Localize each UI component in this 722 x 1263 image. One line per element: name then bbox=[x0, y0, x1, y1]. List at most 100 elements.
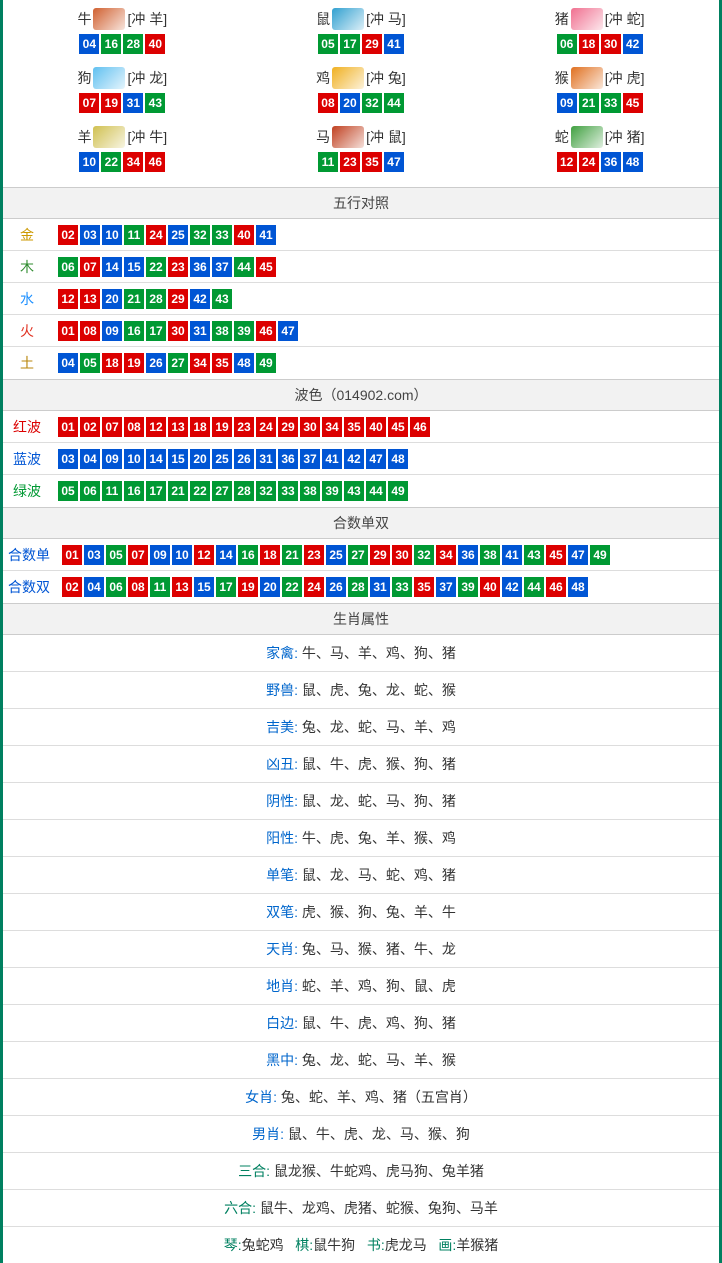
number-badge: 36 bbox=[458, 545, 478, 565]
number-badge: 18 bbox=[579, 34, 599, 54]
attribute-label: 阴性: bbox=[266, 793, 302, 809]
number-badge: 02 bbox=[62, 577, 82, 597]
number-badge: 24 bbox=[304, 577, 324, 597]
number-badge: 22 bbox=[190, 481, 210, 501]
number-badge: 45 bbox=[623, 93, 643, 113]
zodiac-clash: [冲 羊] bbox=[127, 9, 167, 29]
zodiac-grid: 牛 [冲 羊] 04162840 鼠 [冲 马] 05172941 猪 [冲 蛇… bbox=[3, 0, 719, 187]
attribute-row: 吉美: 兔、龙、蛇、马、羊、鸡 bbox=[3, 709, 719, 746]
attribute-row: 女肖: 兔、蛇、羊、鸡、猪（五宫肖） bbox=[3, 1079, 719, 1116]
sums-table: 合数单 010305070910121416182123252729303234… bbox=[3, 539, 719, 603]
zodiac-numbers: 11233547 bbox=[242, 151, 481, 173]
data-row: 合数双 020406081113151719202224262831333537… bbox=[3, 571, 719, 603]
number-badge: 48 bbox=[568, 577, 588, 597]
number-badge: 36 bbox=[601, 152, 621, 172]
number-badge: 07 bbox=[128, 545, 148, 565]
number-badge: 04 bbox=[58, 353, 78, 373]
five-elements-table: 金 02031011242532334041 木 060714152223363… bbox=[3, 219, 719, 379]
zodiac-numbers: 06183042 bbox=[480, 33, 719, 55]
attribute-value: 蛇、羊、鸡、狗、鼠、虎 bbox=[302, 978, 456, 994]
row-label: 绿波 bbox=[3, 481, 51, 501]
number-badge: 04 bbox=[80, 449, 100, 469]
number-badge: 45 bbox=[388, 417, 408, 437]
attribute-label: 双笔: bbox=[266, 904, 302, 920]
attribute-row: 地肖: 蛇、羊、鸡、狗、鼠、虎 bbox=[3, 968, 719, 1005]
attribute-row: 阴性: 鼠、龙、蛇、马、狗、猪 bbox=[3, 783, 719, 820]
zodiac-name: 牛 bbox=[77, 9, 91, 29]
number-badge: 36 bbox=[190, 257, 210, 277]
number-badge: 40 bbox=[234, 225, 254, 245]
number-badge: 04 bbox=[84, 577, 104, 597]
number-badge: 11 bbox=[150, 577, 170, 597]
attribute-value: 牛、虎、兔、羊、猴、鸡 bbox=[302, 830, 456, 846]
zodiac-icon bbox=[571, 8, 603, 30]
number-badge: 21 bbox=[579, 93, 599, 113]
zodiac-name: 羊 bbox=[77, 127, 91, 147]
number-badge: 16 bbox=[124, 321, 144, 341]
number-badge: 28 bbox=[146, 289, 166, 309]
row-label: 土 bbox=[3, 353, 51, 373]
number-badge: 43 bbox=[344, 481, 364, 501]
number-badge: 38 bbox=[212, 321, 232, 341]
zodiac-name: 猪 bbox=[555, 9, 569, 29]
number-badge: 05 bbox=[318, 34, 338, 54]
zodiac-numbers: 04162840 bbox=[3, 33, 242, 55]
number-badge: 06 bbox=[58, 257, 78, 277]
number-badge: 34 bbox=[190, 353, 210, 373]
number-badge: 44 bbox=[234, 257, 254, 277]
row-numbers: 02031011242532334041 bbox=[51, 224, 719, 246]
data-row: 水 1213202128294243 bbox=[3, 283, 719, 315]
attribute-row: 凶丑: 鼠、牛、虎、猴、狗、猪 bbox=[3, 746, 719, 783]
number-badge: 25 bbox=[212, 449, 232, 469]
number-badge: 30 bbox=[168, 321, 188, 341]
number-badge: 44 bbox=[524, 577, 544, 597]
row-numbers: 05061116172122272832333839434449 bbox=[51, 480, 719, 502]
number-badge: 17 bbox=[146, 321, 166, 341]
attribute-value: 兔、蛇、羊、鸡、猪（五宫肖） bbox=[281, 1089, 477, 1105]
number-badge: 05 bbox=[80, 353, 100, 373]
number-badge: 17 bbox=[340, 34, 360, 54]
attribute-value: 兔、龙、蛇、马、羊、猴 bbox=[302, 1052, 456, 1068]
number-badge: 14 bbox=[146, 449, 166, 469]
zodiac-numbers: 09213345 bbox=[480, 92, 719, 114]
attribute-label: 野兽: bbox=[266, 682, 302, 698]
number-badge: 19 bbox=[124, 353, 144, 373]
number-badge: 48 bbox=[623, 152, 643, 172]
number-badge: 32 bbox=[256, 481, 276, 501]
attribute-label: 白边: bbox=[266, 1015, 302, 1031]
number-badge: 10 bbox=[172, 545, 192, 565]
row-label: 蓝波 bbox=[3, 449, 51, 469]
footer-value: 虎龙马 bbox=[385, 1237, 427, 1253]
number-badge: 27 bbox=[212, 481, 232, 501]
number-badge: 02 bbox=[58, 225, 78, 245]
zodiac-numbers: 05172941 bbox=[242, 33, 481, 55]
attribute-row: 三合: 鼠龙猴、牛蛇鸡、虎马狗、兔羊猪 bbox=[3, 1153, 719, 1190]
number-badge: 09 bbox=[102, 449, 122, 469]
number-badge: 35 bbox=[414, 577, 434, 597]
number-badge: 39 bbox=[322, 481, 342, 501]
attribute-row: 天肖: 兔、马、猴、猪、牛、龙 bbox=[3, 931, 719, 968]
number-badge: 04 bbox=[79, 34, 99, 54]
zodiac-icon bbox=[93, 67, 125, 89]
number-badge: 20 bbox=[340, 93, 360, 113]
number-badge: 19 bbox=[238, 577, 258, 597]
attribute-value: 鼠、牛、虎、鸡、狗、猪 bbox=[302, 1015, 456, 1031]
number-badge: 17 bbox=[216, 577, 236, 597]
attribute-label: 凶丑: bbox=[266, 756, 302, 772]
number-badge: 06 bbox=[106, 577, 126, 597]
number-badge: 31 bbox=[370, 577, 390, 597]
number-badge: 17 bbox=[146, 481, 166, 501]
number-badge: 25 bbox=[168, 225, 188, 245]
number-badge: 28 bbox=[234, 481, 254, 501]
attribute-value: 牛、马、羊、鸡、狗、猪 bbox=[302, 645, 456, 661]
footer-label: 琴: bbox=[224, 1237, 242, 1253]
number-badge: 18 bbox=[102, 353, 122, 373]
number-badge: 13 bbox=[168, 417, 188, 437]
attribute-label: 阳性: bbox=[266, 830, 302, 846]
zodiac-name: 鸡 bbox=[316, 68, 330, 88]
number-badge: 14 bbox=[102, 257, 122, 277]
number-badge: 24 bbox=[256, 417, 276, 437]
row-numbers: 0103050709101214161821232527293032343638… bbox=[55, 544, 719, 566]
number-badge: 03 bbox=[84, 545, 104, 565]
number-badge: 34 bbox=[322, 417, 342, 437]
